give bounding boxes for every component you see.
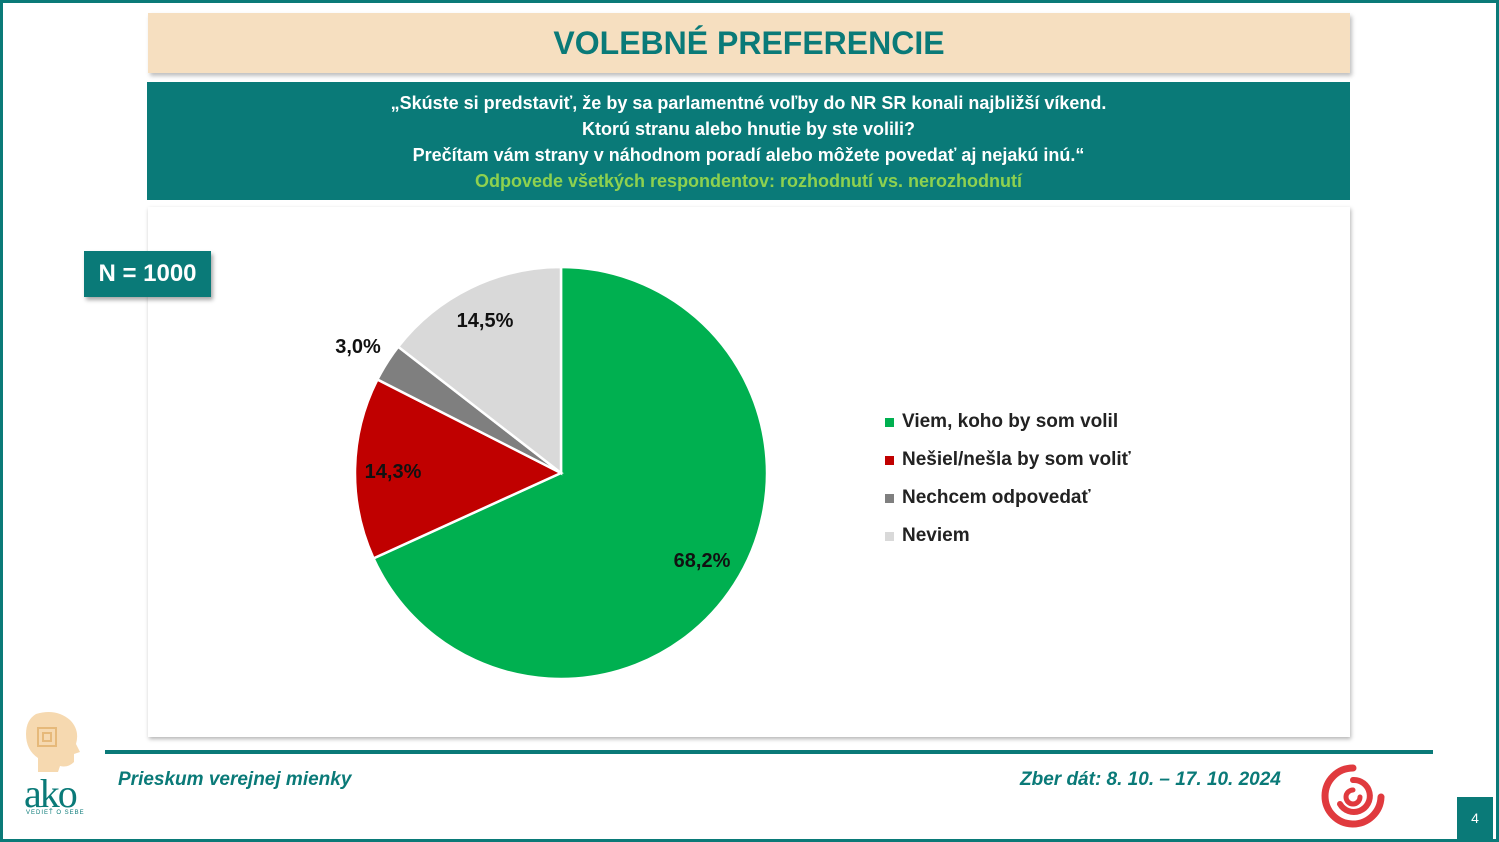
sample-size-badge: N = 1000 [84,251,211,297]
question-line-1: „Skúste si predstaviť, že by sa parlamen… [390,93,1107,113]
chart-legend: Viem, koho by som volil Nešiel/nešla by … [885,403,1131,555]
legend-label: Neviem [902,525,970,546]
title-bar: VOLEBNÉ PREFERENCIE [148,13,1350,73]
footer-date-range: Zber dát: 8. 10. – 17. 10. 2024 [1020,769,1281,790]
question-line-2: Ktorú stranu alebo hnutie by ste volili? [581,119,916,139]
legend-item: Viem, koho by som volil [885,403,1131,441]
head-icon [26,712,80,772]
page-number: 4 [1457,797,1493,839]
legend-swatch [885,455,894,465]
legend-label: Nechcem odpovedať [902,487,1091,508]
ako-tagline: VEDIEŤ O SEBE [26,810,85,816]
legend-label: Viem, koho by som volil [902,411,1119,432]
legend-label: Nešiel/nešla by som voliť [902,449,1131,470]
legend-swatch [885,417,894,427]
ako-logo: ako VEDIEŤ O SEBE [22,710,104,820]
legend-item: Nešiel/nešla by som voliť [885,441,1131,479]
slide-title: VOLEBNÉ PREFERENCIE [553,24,945,61]
question-subtitle: Odpovede všetkých respondentov: rozhodnu… [474,171,1023,191]
legend-item: Neviem [885,517,1131,555]
footer-divider [105,750,1433,754]
footer-survey-label: Prieskum verejnej mienky [118,769,352,790]
legend-swatch [885,493,894,503]
legend-swatch [885,531,894,541]
question-box: „Skúste si predstaviť, že by sa parlamen… [147,82,1350,200]
legend-item: Nechcem odpovedať [885,479,1131,517]
question-line-3: Prečítam vám strany v náhodnom poradí al… [412,145,1085,165]
swirl-logo-icon [1321,764,1385,828]
chart-panel [148,207,1350,737]
ako-brand: ako [24,771,78,816]
